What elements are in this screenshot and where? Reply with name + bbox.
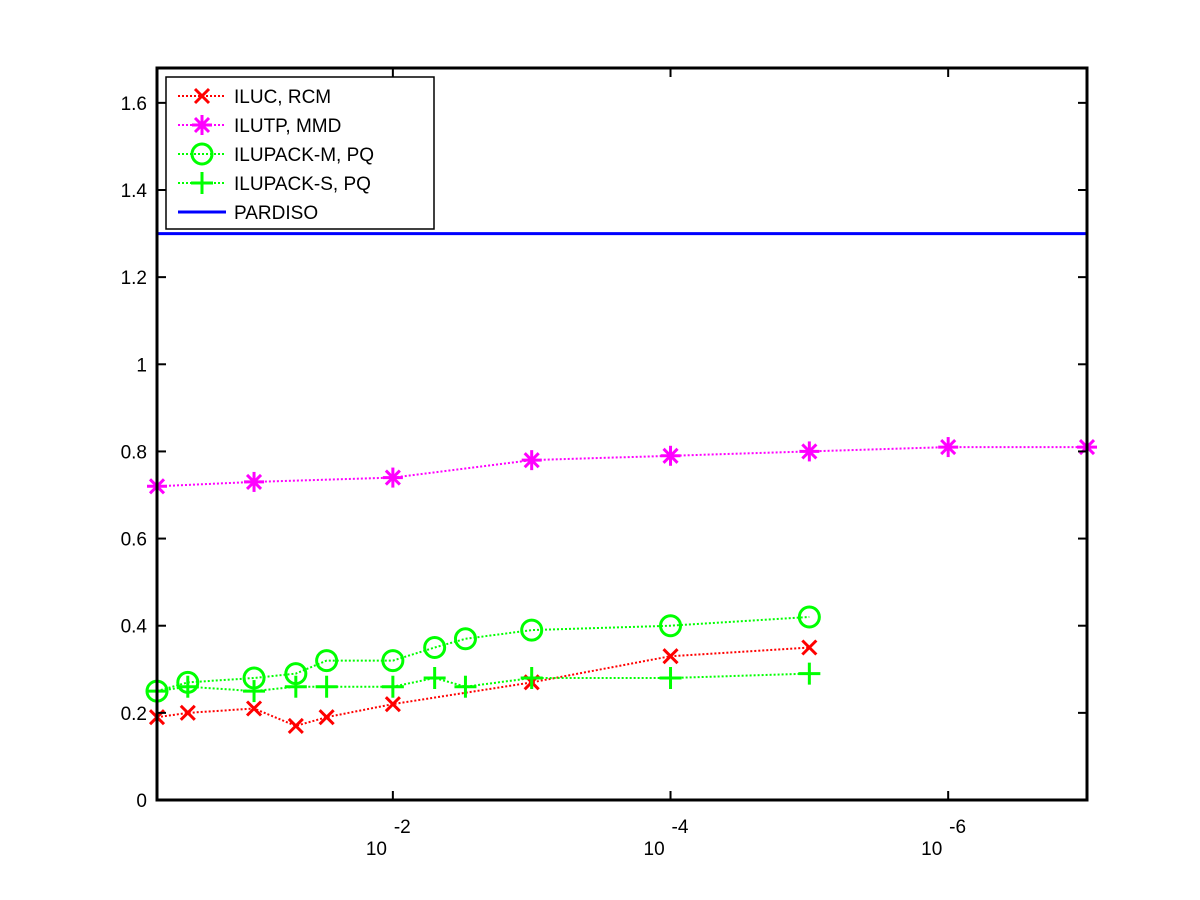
legend-label: ILUC, RCM <box>234 87 331 108</box>
legend-label: ILUTP, MMD <box>234 116 341 137</box>
data-point <box>382 467 403 488</box>
x-tick-label-base: 10 <box>921 839 942 860</box>
y-tick-label: 1 <box>136 355 147 376</box>
series-layer <box>145 232 1097 734</box>
x-tick-label-exponent: -6 <box>949 817 966 838</box>
data-point <box>797 605 821 629</box>
data-point <box>176 675 199 698</box>
legend: ILUC, RCM ILUTP, MMD ILUPACK-M, PQ ILUPACK-… <box>165 76 435 230</box>
data-point <box>315 675 338 698</box>
data-point <box>243 680 266 703</box>
y-tick-label: 0.2 <box>121 704 147 725</box>
data-point <box>384 696 401 713</box>
x-tick-label-exponent: -4 <box>672 817 689 838</box>
y-tick-label: 1.4 <box>121 181 148 202</box>
data-point <box>938 437 959 458</box>
data-point <box>284 675 307 698</box>
y-tick-label: 0.8 <box>121 442 147 463</box>
data-point <box>659 614 683 638</box>
data-point <box>453 627 477 651</box>
series-line-2 <box>156 616 810 693</box>
data-point <box>244 471 265 492</box>
data-point <box>799 441 820 462</box>
axes-layer: 0 0.2 0.4 0.6 0.8 1 1.2 1.4 1.6 10 -2 10 -4 10 -6 <box>121 66 1089 860</box>
data-point <box>318 709 335 726</box>
legend-marker <box>193 87 211 105</box>
data-point <box>521 450 542 471</box>
data-point <box>520 667 543 689</box>
legend-label: ILUPACK-M, PQ <box>234 145 374 166</box>
data-point <box>801 639 818 656</box>
data-point <box>423 636 447 659</box>
x-tick-label-exponent: -2 <box>394 817 411 838</box>
data-point <box>381 675 404 698</box>
legend-label: PARDISO <box>234 203 318 224</box>
axes-frame <box>155 66 1089 802</box>
data-point <box>315 649 339 673</box>
data-point <box>662 648 679 665</box>
data-point <box>659 667 682 689</box>
y-tick-label: 1.2 <box>121 268 147 289</box>
data-point <box>381 649 405 673</box>
series-line-1 <box>156 446 1087 488</box>
data-point <box>798 662 821 685</box>
data-point <box>454 675 477 698</box>
legend-marker <box>191 172 213 194</box>
data-point <box>245 700 263 717</box>
data-point <box>287 717 304 734</box>
legend-marker <box>190 142 214 166</box>
data-point <box>660 445 681 466</box>
data-point <box>423 667 446 689</box>
y-tick-label: 1.6 <box>121 94 147 115</box>
data-point <box>520 618 544 642</box>
y-tick-label: 0.4 <box>121 617 148 638</box>
x-tick-label-base: 10 <box>366 839 387 860</box>
data-point <box>179 704 196 721</box>
x-tick-label-base: 10 <box>644 839 665 860</box>
y-tick-label: 0 <box>136 791 147 812</box>
legend-marker <box>192 115 212 135</box>
series-line-0 <box>156 646 810 727</box>
legend-label: ILUPACK-S, PQ <box>234 174 371 195</box>
y-tick-label: 0.6 <box>121 530 147 551</box>
